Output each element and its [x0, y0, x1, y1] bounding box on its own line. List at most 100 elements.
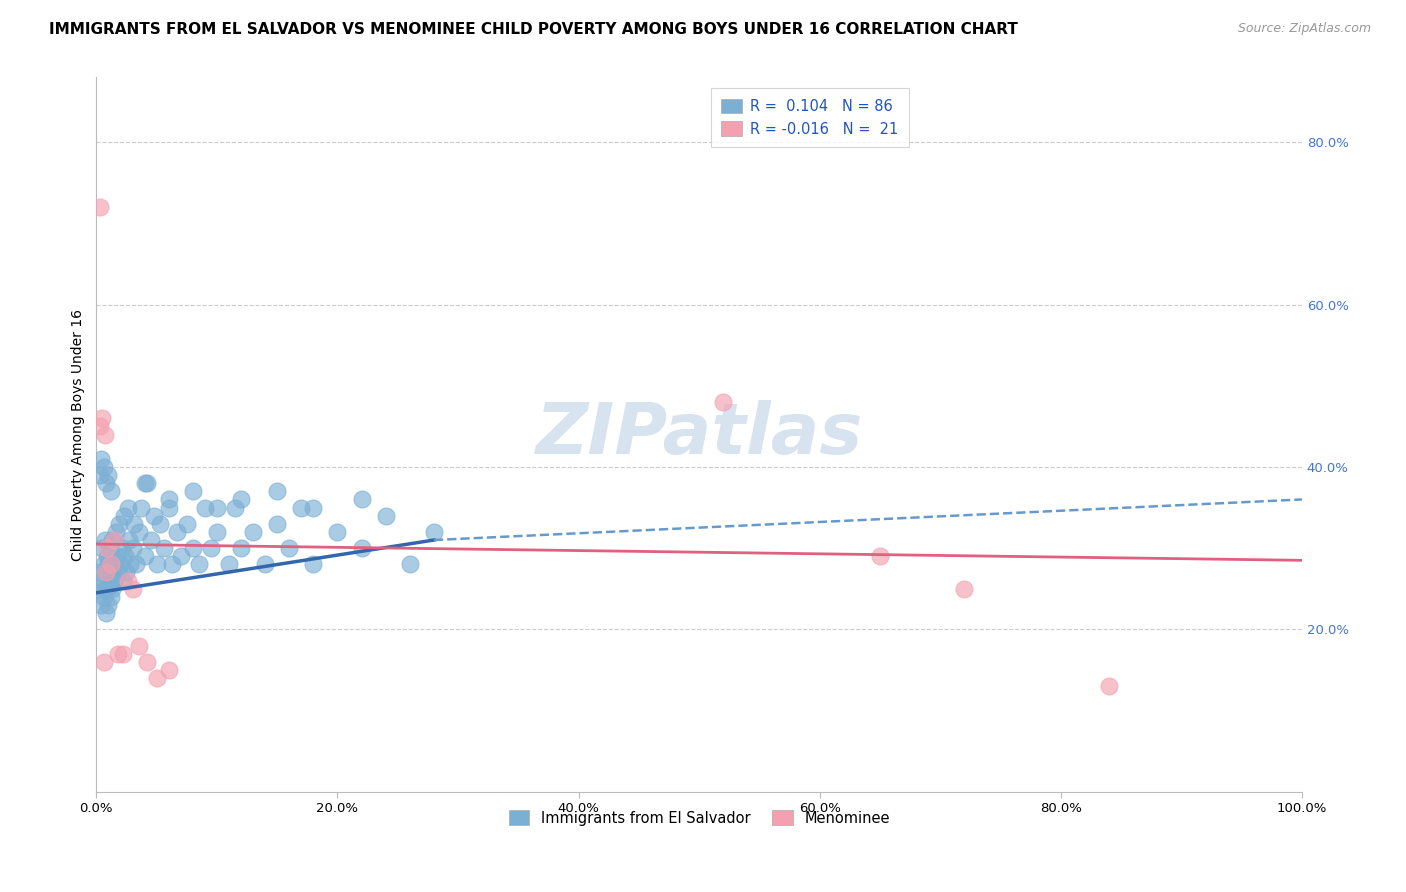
Point	[107, 647, 129, 661]
Point	[96, 549, 118, 564]
Point	[157, 663, 180, 677]
Point	[145, 558, 167, 572]
Point	[157, 492, 180, 507]
Text: Source: ZipAtlas.com: Source: ZipAtlas.com	[1237, 22, 1371, 36]
Point	[100, 484, 122, 499]
Point	[125, 558, 148, 572]
Point	[166, 524, 188, 539]
Point	[153, 541, 176, 556]
Text: IMMIGRANTS FROM EL SALVADOR VS MENOMINEE CHILD POVERTY AMONG BOYS UNDER 16 CORRE: IMMIGRANTS FROM EL SALVADOR VS MENOMINEE…	[49, 22, 1018, 37]
Point	[423, 524, 446, 539]
Point	[266, 484, 288, 499]
Point	[194, 500, 217, 515]
Point	[101, 582, 124, 596]
Point	[205, 500, 228, 515]
Point	[98, 541, 121, 556]
Point	[278, 541, 301, 556]
Point	[122, 516, 145, 531]
Point	[89, 468, 111, 483]
Point	[326, 524, 349, 539]
Point	[93, 558, 115, 572]
Point	[266, 516, 288, 531]
Point	[350, 541, 373, 556]
Point	[94, 566, 117, 580]
Point	[170, 549, 193, 564]
Point	[100, 590, 122, 604]
Point	[108, 516, 131, 531]
Point	[111, 647, 134, 661]
Point	[128, 524, 150, 539]
Point	[120, 558, 142, 572]
Point	[1098, 679, 1121, 693]
Point	[100, 566, 122, 580]
Point	[104, 524, 127, 539]
Point	[105, 549, 128, 564]
Point	[90, 598, 112, 612]
Point	[114, 549, 136, 564]
Point	[205, 524, 228, 539]
Point	[89, 419, 111, 434]
Point	[93, 460, 115, 475]
Point	[91, 541, 114, 556]
Point	[242, 524, 264, 539]
Point	[187, 558, 209, 572]
Point	[121, 582, 143, 596]
Point	[94, 566, 117, 580]
Point	[110, 558, 132, 572]
Text: ZIPatlas: ZIPatlas	[536, 400, 863, 469]
Point	[112, 508, 135, 523]
Point	[229, 492, 252, 507]
Point	[117, 574, 139, 588]
Point	[107, 566, 129, 580]
Point	[118, 533, 141, 547]
Point	[181, 541, 204, 556]
Point	[869, 549, 891, 564]
Point	[94, 606, 117, 620]
Point	[101, 533, 124, 547]
Point	[97, 468, 120, 483]
Point	[94, 476, 117, 491]
Point	[111, 541, 134, 556]
Point	[103, 574, 125, 588]
Point	[93, 590, 115, 604]
Point	[98, 574, 121, 588]
Point	[96, 582, 118, 596]
Point	[117, 500, 139, 515]
Point	[93, 655, 115, 669]
Point	[91, 574, 114, 588]
Point	[136, 476, 159, 491]
Point	[94, 427, 117, 442]
Point	[100, 558, 122, 572]
Point	[145, 671, 167, 685]
Point	[157, 500, 180, 515]
Point	[89, 566, 111, 580]
Point	[302, 558, 325, 572]
Point	[139, 533, 162, 547]
Point	[97, 598, 120, 612]
Point	[350, 492, 373, 507]
Point	[136, 655, 159, 669]
Point	[143, 508, 166, 523]
Point	[254, 558, 277, 572]
Point	[94, 533, 117, 547]
Legend: Immigrants from El Salvador, Menominee: Immigrants from El Salvador, Menominee	[499, 801, 898, 834]
Point	[103, 558, 125, 572]
Point	[97, 558, 120, 572]
Point	[302, 500, 325, 515]
Point	[953, 582, 976, 596]
Point	[115, 566, 138, 580]
Point	[94, 582, 117, 596]
Point	[290, 500, 312, 515]
Point	[181, 484, 204, 499]
Point	[162, 558, 184, 572]
Point	[91, 411, 114, 425]
Point	[134, 476, 156, 491]
Point	[89, 200, 111, 214]
Point	[374, 508, 396, 523]
Point	[96, 541, 118, 556]
Point	[149, 516, 172, 531]
Point	[103, 533, 125, 547]
Y-axis label: Child Poverty Among Boys Under 16: Child Poverty Among Boys Under 16	[72, 309, 86, 560]
Point	[90, 451, 112, 466]
Point	[111, 574, 134, 588]
